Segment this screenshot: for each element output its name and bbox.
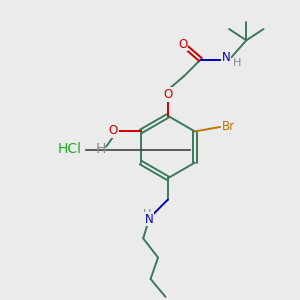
Text: Br: Br: [222, 120, 235, 133]
Text: O: O: [163, 88, 172, 101]
Text: O: O: [178, 38, 187, 51]
Text: H: H: [143, 209, 151, 219]
Text: N: N: [222, 51, 231, 64]
Text: HCl: HCl: [58, 142, 82, 155]
Text: O: O: [109, 124, 118, 137]
Text: N: N: [145, 213, 154, 226]
Text: H: H: [233, 58, 242, 68]
Text: H: H: [96, 142, 106, 155]
